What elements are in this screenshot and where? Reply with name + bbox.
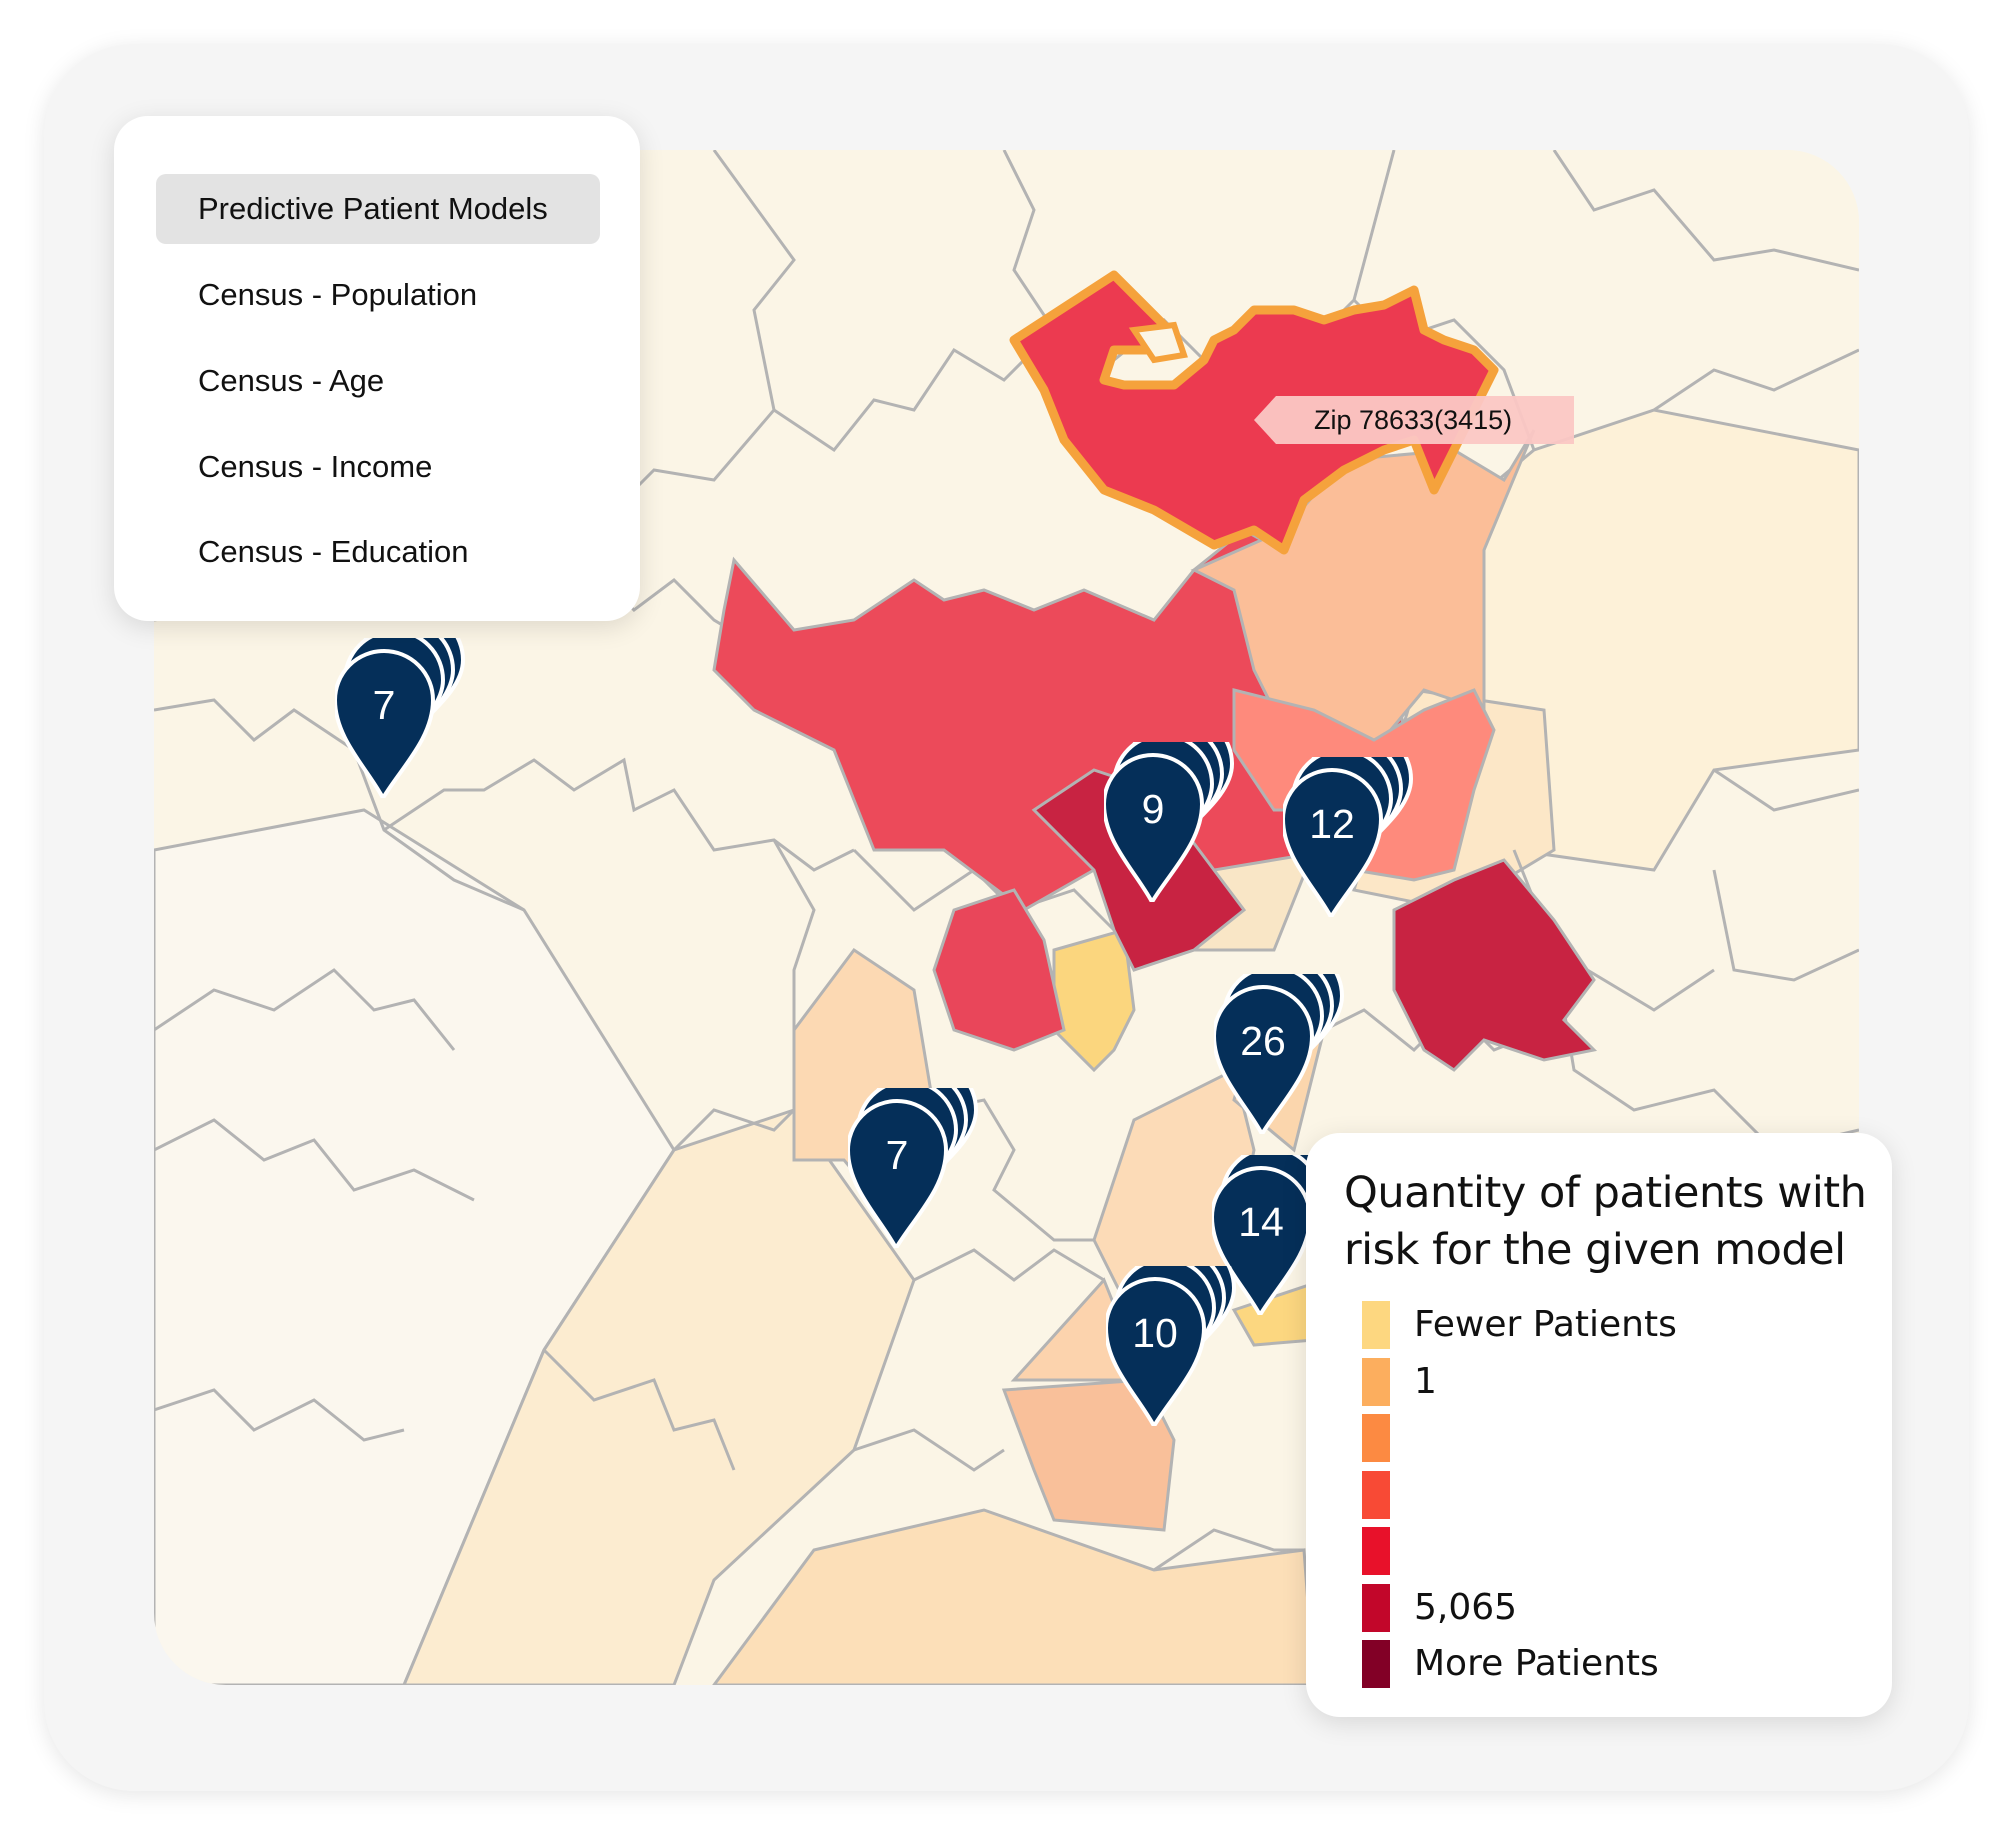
pin-count: 12 — [1309, 801, 1355, 847]
legend-item — [1362, 1525, 1862, 1581]
legend-swatch — [1362, 1471, 1390, 1519]
layer-item-census-age[interactable]: Census - Age — [198, 363, 385, 398]
legend-label: More Patients — [1414, 1643, 1659, 1684]
pin-count: 7 — [372, 682, 396, 728]
pin-cluster[interactable]: 9 — [1104, 742, 1244, 902]
legend-swatch — [1362, 1527, 1390, 1575]
highlighted-zip-region[interactable] — [1009, 270, 1499, 555]
legend-label: 1 — [1414, 1361, 1437, 1402]
map-pin-icon — [1106, 1266, 1237, 1426]
legend-swatch — [1362, 1358, 1390, 1406]
pin-cluster[interactable]: 12 — [1283, 757, 1423, 917]
map-pin-icon — [1104, 742, 1235, 902]
map-pin-icon — [848, 1088, 979, 1248]
legend-item: 5,065 — [1362, 1582, 1862, 1638]
legend-item: Fewer Patients — [1362, 1299, 1862, 1355]
legend-swatch — [1362, 1301, 1390, 1349]
legend-label: 5,065 — [1414, 1587, 1518, 1628]
layer-menu: Predictive Patient Models Census - Popul… — [114, 116, 640, 621]
legend-label: Fewer Patients — [1414, 1304, 1677, 1345]
highlighted-zip-notch — [1128, 321, 1188, 364]
zip-region-high[interactable] — [932, 888, 1066, 1052]
legend-item: 1 — [1362, 1356, 1862, 1412]
layer-item-census-population[interactable]: Census - Population — [198, 277, 478, 312]
tooltip-shape — [1254, 396, 1574, 444]
zip-tooltip: Zip 78633(3415) — [1254, 396, 1574, 444]
tooltip-label: Zip 78633(3415) — [1314, 405, 1513, 435]
pin-count: 7 — [885, 1132, 909, 1178]
legend-item — [1362, 1469, 1862, 1525]
pin-cluster[interactable]: 7 — [848, 1088, 988, 1248]
pin-count: 9 — [1141, 786, 1165, 832]
map-legend: Quantity of patients with risk for the g… — [1306, 1133, 1892, 1717]
layer-item-census-education[interactable]: Census - Education — [198, 534, 469, 569]
pin-cluster[interactable]: 14 — [1212, 1155, 1352, 1315]
pin-count: 10 — [1132, 1310, 1178, 1356]
layer-item-predictive-patient-models[interactable]: Predictive Patient Models — [156, 174, 600, 244]
map-pin-icon — [1214, 974, 1345, 1134]
map-pin-icon — [1212, 1155, 1343, 1315]
pin-cluster[interactable]: 10 — [1106, 1266, 1246, 1426]
zip-region-very-high[interactable] — [1392, 858, 1598, 1072]
pin-count: 26 — [1240, 1018, 1286, 1064]
pin-count: 14 — [1238, 1199, 1284, 1245]
legend-item: More Patients — [1362, 1638, 1862, 1694]
legend-swatch — [1362, 1414, 1390, 1462]
map-pin-icon — [1283, 757, 1414, 917]
pin-cluster[interactable]: 7 — [335, 638, 475, 798]
legend-swatch — [1362, 1584, 1390, 1632]
legend-item — [1362, 1412, 1862, 1468]
legend-swatch — [1362, 1640, 1390, 1688]
legend-title: Quantity of patients with risk for the g… — [1344, 1168, 1867, 1275]
map-pin-icon — [335, 638, 466, 798]
pin-cluster[interactable]: 26 — [1214, 974, 1354, 1134]
layer-item-census-income[interactable]: Census - Income — [198, 449, 433, 484]
